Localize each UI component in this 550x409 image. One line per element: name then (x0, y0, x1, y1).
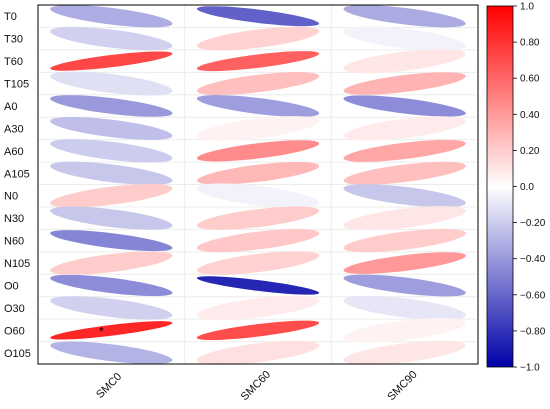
ellipse-a0-smc90 (343, 95, 466, 117)
row-label-a60: A60 (4, 146, 24, 158)
column-label-smc90: SMC90 (385, 369, 419, 403)
ellipse-a0-smc0 (50, 95, 173, 117)
row-label-n60: N60 (4, 236, 24, 248)
row-label-t30: T30 (4, 34, 23, 46)
ellipse-t60-smc90 (343, 49, 466, 74)
colorbar-tick-label: 0.60 (520, 74, 540, 85)
ellipse-n105-smc60 (196, 251, 320, 275)
row-label-n0: N0 (4, 191, 18, 203)
ellipse-o0-smc0 (50, 274, 173, 297)
ellipse-o0-smc60 (196, 276, 320, 295)
colorbar-tick-label: −0.20 (520, 218, 546, 229)
row-label-o60: O60 (4, 325, 25, 337)
ellipse-t0-smc60 (196, 6, 320, 27)
ellipse-n30-smc90 (343, 206, 466, 231)
colorbar-gradient (486, 5, 514, 368)
ellipse-n105-smc0 (50, 251, 173, 275)
row-label-a30: A30 (4, 123, 24, 135)
row-label-n105: N105 (4, 258, 30, 270)
row-label-a105: A105 (4, 168, 30, 180)
ellipse-a30-smc60 (196, 116, 320, 141)
row-label-a0: A0 (4, 101, 17, 113)
ellipse-t105-smc60 (196, 72, 320, 95)
colorbar-tick-label: −0.80 (520, 326, 546, 337)
significance-marker: * (99, 324, 104, 338)
ellipse-t30-smc60 (196, 26, 320, 51)
ellipse-o30-smc0 (50, 296, 173, 320)
ellipse-t0-smc0 (50, 5, 173, 28)
row-label-o105: O105 (4, 348, 31, 360)
ellipse-n105-smc90 (343, 252, 466, 274)
ellipse-t0-smc90 (343, 5, 466, 28)
ellipse-o30-smc90 (343, 295, 466, 320)
ellipse-o105-smc90 (343, 340, 466, 365)
ellipse-o60-smc90 (343, 318, 466, 343)
plot-frame (37, 4, 479, 365)
ellipse-n60-smc0 (50, 230, 173, 252)
row-label-t0: T0 (4, 11, 17, 23)
ellipse-t30-smc90 (343, 26, 466, 51)
colorbar-tick-label: 0.40 (520, 110, 540, 121)
colorbar-tick-label: −0.60 (520, 290, 546, 301)
grid-lines (38, 5, 478, 364)
ellipse-o60-smc60 (196, 320, 320, 341)
ellipse-n0-smc60 (196, 183, 320, 209)
ellipse-n0-smc90 (343, 184, 466, 208)
ellipse-n60-smc90 (343, 228, 466, 253)
colorbar-tick-label: 0.0 (520, 182, 534, 193)
row-label-o0: O0 (4, 280, 19, 292)
row-label-n30: N30 (4, 213, 24, 225)
ellipse-a60-smc0 (50, 139, 173, 163)
colorbar-tick-label: 1.0 (520, 2, 534, 13)
ellipse-a0-smc60 (196, 95, 320, 117)
ellipse-t60-smc0 (50, 51, 173, 71)
ellipse-a105-smc60 (196, 161, 320, 185)
colorbar-tick-label: −1.0 (520, 363, 540, 374)
ellipse-n60-smc60 (196, 229, 320, 253)
ellipse-n30-smc60 (196, 206, 320, 230)
ellipse-t105-smc90 (343, 72, 466, 95)
row-label-o30: O30 (4, 303, 25, 315)
ellipse-a105-smc90 (343, 161, 466, 185)
row-label-t60: T60 (4, 56, 23, 68)
ellipse-o30-smc60 (196, 295, 320, 321)
ellipse-o105-smc0 (50, 341, 173, 365)
ellipse-cells: * (50, 5, 466, 365)
ellipse-o105-smc60 (196, 340, 320, 365)
ellipse-o0-smc90 (343, 274, 466, 297)
ellipse-n0-smc0 (50, 184, 173, 208)
ellipse-t60-smc60 (196, 51, 320, 72)
ellipse-a60-smc60 (196, 140, 320, 162)
row-label-t105: T105 (4, 79, 29, 91)
ellipse-a30-smc0 (50, 116, 173, 140)
ellipse-t105-smc0 (50, 71, 173, 96)
column-label-smc60: SMC60 (239, 369, 273, 403)
colorbar: 1.0 0.80 0.60 0.40 0.20 0.0 −0.20 −0.40 −0.60 −0.… (486, 2, 546, 374)
ellipse-o60-smc0 (50, 321, 173, 340)
ellipse-a30-smc90 (343, 116, 466, 141)
colorbar-tick-label: −0.40 (520, 254, 546, 265)
ellipse-n30-smc0 (50, 206, 173, 230)
column-label-smc0: SMC0 (94, 371, 124, 401)
ellipse-t30-smc0 (50, 26, 173, 51)
colorbar-tick-label: 0.80 (520, 38, 540, 49)
ellipse-a105-smc0 (50, 161, 173, 185)
ellipse-a60-smc90 (343, 139, 466, 162)
colorbar-tick-label: 0.20 (520, 146, 540, 157)
